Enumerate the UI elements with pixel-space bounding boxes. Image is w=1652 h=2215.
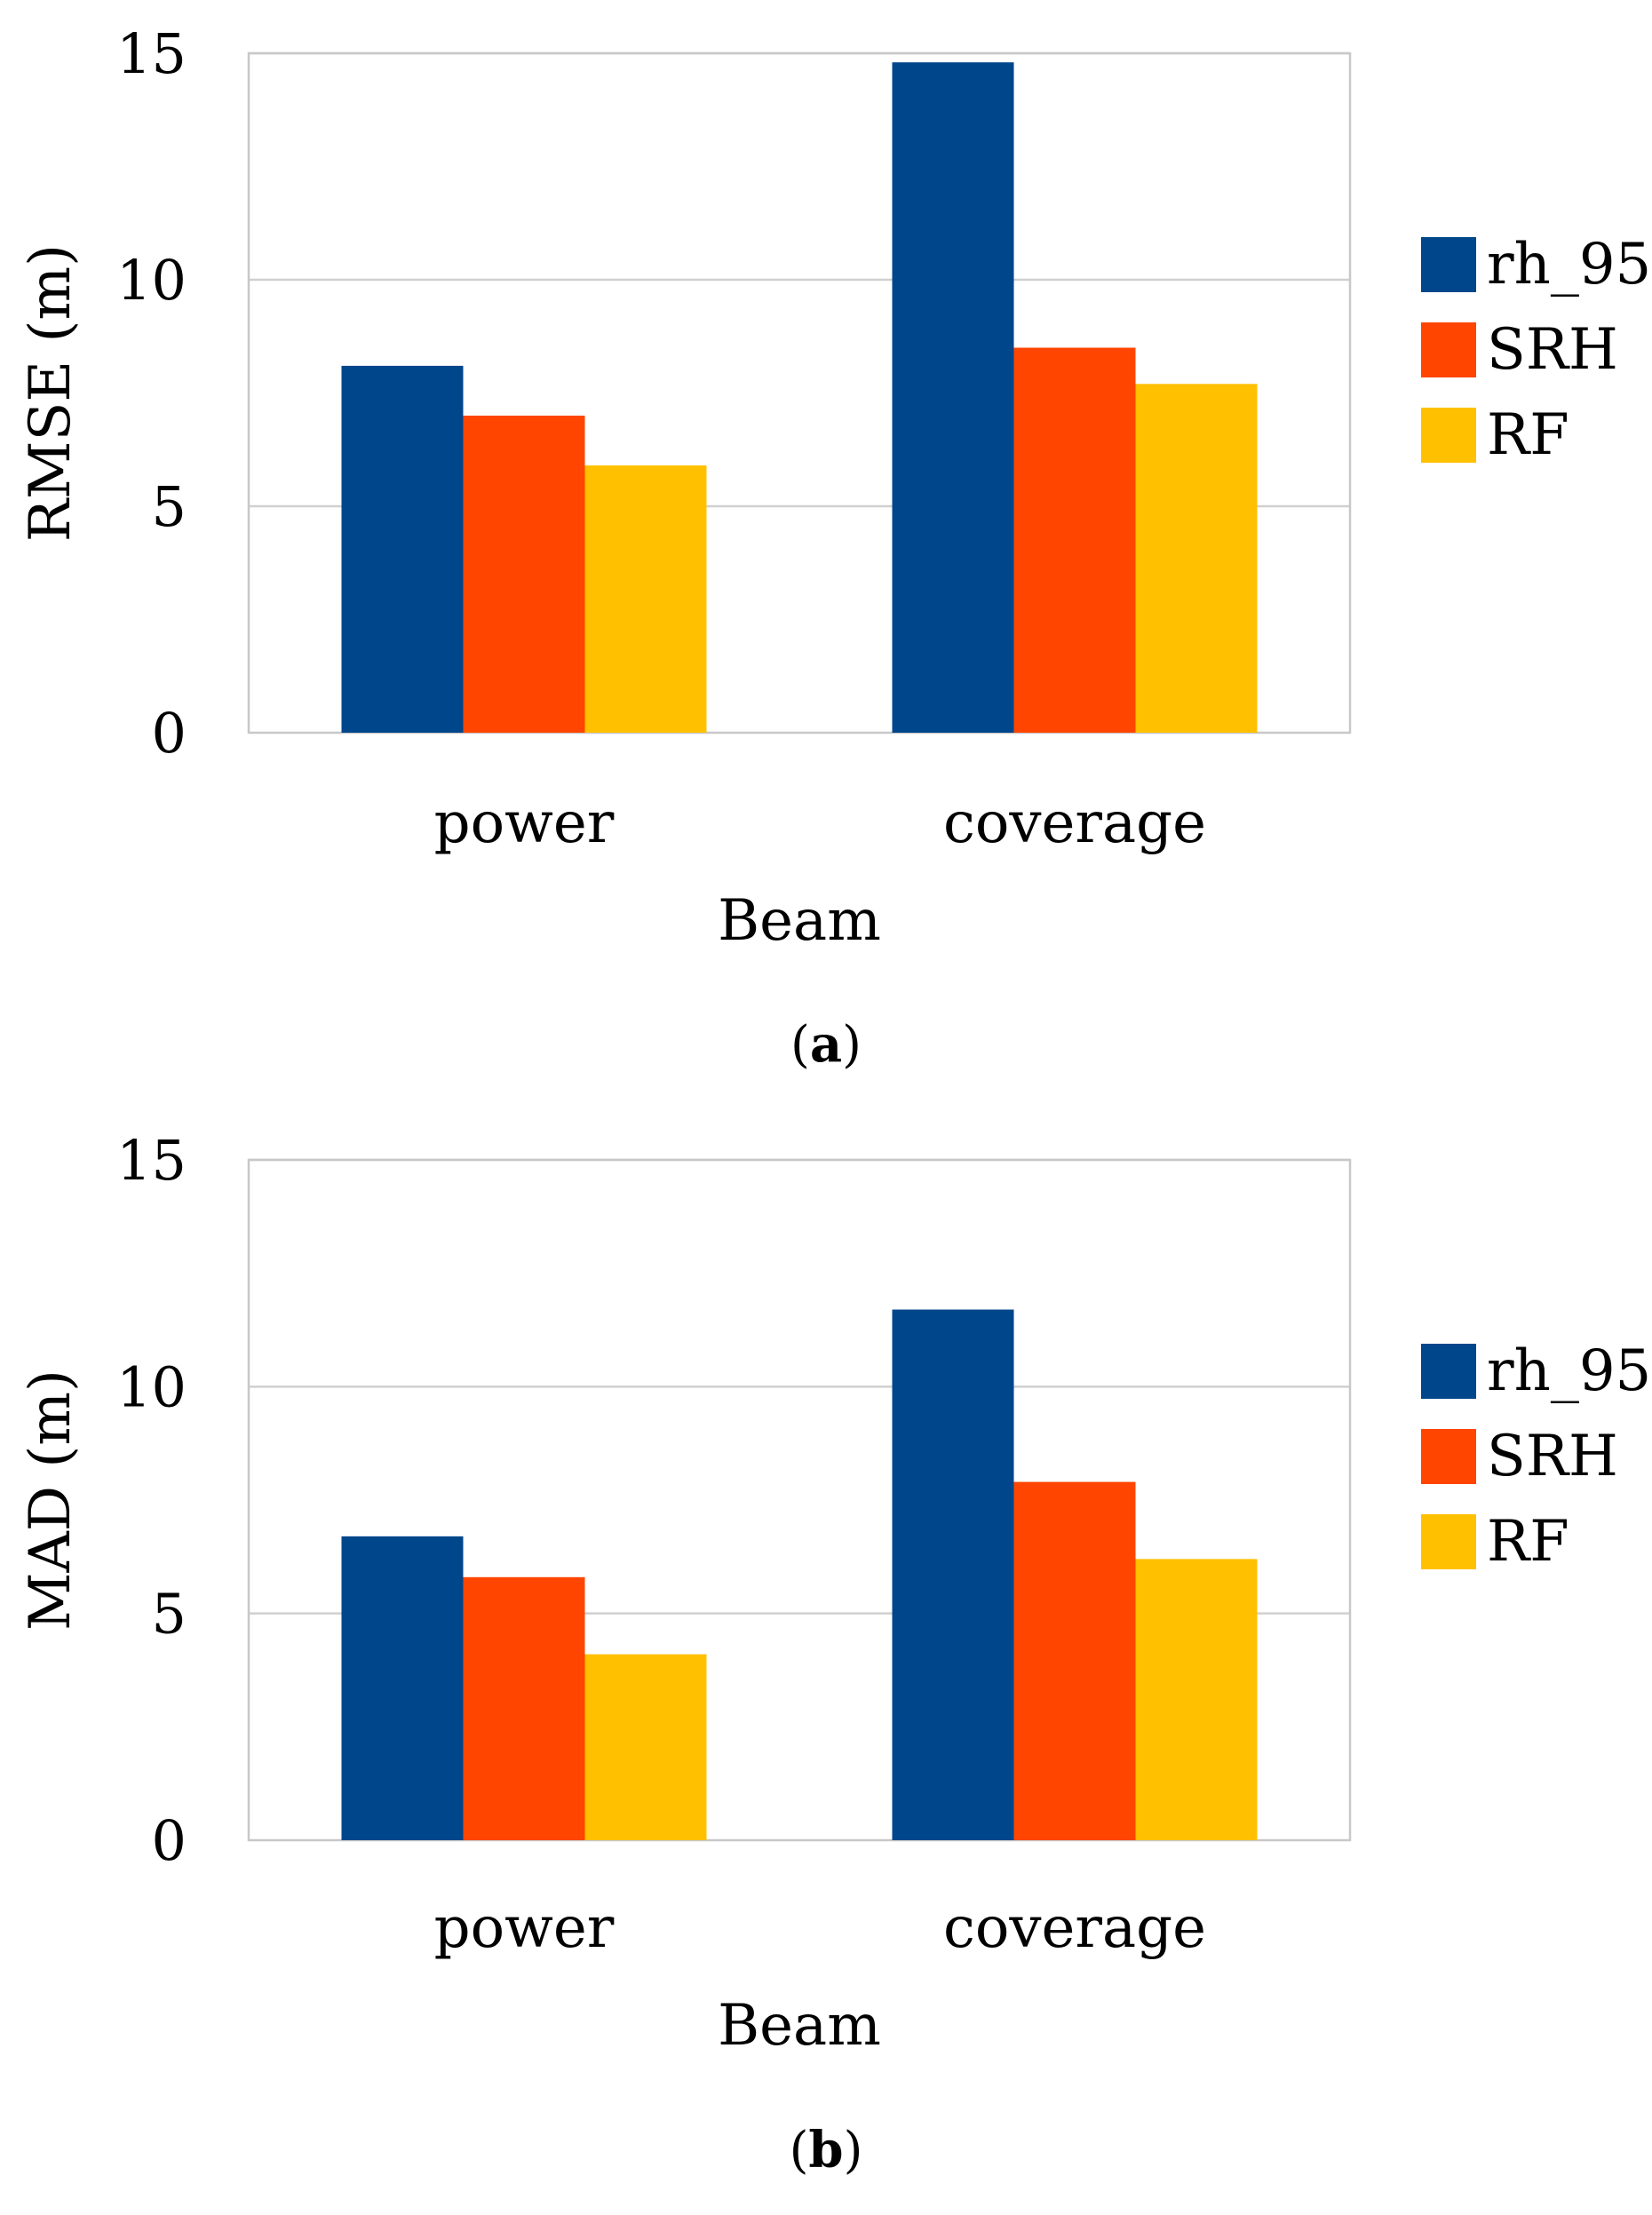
- legend: rh_95 SRH RF: [1421, 1338, 1651, 1575]
- bar-rh_95-power: [341, 365, 464, 733]
- x-category-label: power: [434, 790, 615, 856]
- panel-label: (b): [790, 2121, 863, 2179]
- legend-swatch-rh_95: [1421, 237, 1476, 292]
- bar-rh_95-coverage: [892, 1309, 1014, 1840]
- legend-swatch-srh: [1421, 322, 1476, 377]
- legend-swatch-srh: [1421, 1429, 1476, 1484]
- panel-label: (a): [790, 1015, 862, 1074]
- y-tick-label: 15: [116, 21, 187, 86]
- plot-area: [247, 52, 1352, 734]
- legend-label-rf: RF: [1487, 1509, 1569, 1575]
- plot-area: [247, 1158, 1352, 1842]
- legend-label-rh_95: rh_95: [1487, 232, 1651, 298]
- y-tick-label: 5: [152, 1582, 187, 1647]
- y-tick-label: 10: [116, 1354, 187, 1419]
- bar-srh-coverage: [1013, 347, 1136, 733]
- bar-srh-power: [463, 1576, 585, 1840]
- x-axis-title: Beam: [718, 888, 881, 954]
- chart-panel-b: 0 5 10 15 power coverage Beam MAD (m) rh_95 SRH RF…: [18, 1128, 1651, 2179]
- y-tick-label: 15: [116, 1128, 187, 1193]
- x-category-label: power: [434, 1895, 615, 1961]
- bar-rf-coverage: [1135, 384, 1258, 733]
- x-category-label: coverage: [943, 1895, 1206, 1961]
- legend-swatch-rf: [1421, 408, 1476, 463]
- legend-swatch-rf: [1421, 1514, 1476, 1569]
- y-tick-label: 5: [152, 474, 187, 539]
- legend-label-rf: RF: [1487, 402, 1569, 468]
- y-tick-label: 10: [116, 248, 187, 313]
- bar-srh-coverage: [1013, 1481, 1136, 1840]
- bar-rf-coverage: [1135, 1559, 1258, 1840]
- legend-swatch-rh_95: [1421, 1344, 1476, 1399]
- y-axis-title: RMSE (m): [18, 244, 83, 542]
- legend-label-srh: SRH: [1487, 1424, 1618, 1489]
- bar-rf-power: [584, 1654, 707, 1840]
- legend-label-rh_95: rh_95: [1487, 1338, 1651, 1404]
- bar-rf-power: [584, 465, 707, 733]
- y-tick-label: 0: [152, 1808, 187, 1873]
- bar-rh_95-coverage: [892, 62, 1014, 733]
- chart-panel-a: 0 5 10 15 power coverage Beam RMSE (m) rh_95 SRH R…: [18, 21, 1651, 1074]
- legend-label-srh: SRH: [1487, 317, 1618, 383]
- x-category-label: coverage: [943, 790, 1206, 856]
- bar-srh-power: [463, 416, 585, 733]
- x-axis-title: Beam: [718, 1993, 881, 2059]
- legend: rh_95 SRH RF: [1421, 232, 1651, 468]
- y-tick-label: 0: [152, 701, 187, 766]
- y-axis-title: MAD (m): [18, 1369, 83, 1631]
- bar-rh_95-power: [341, 1536, 464, 1840]
